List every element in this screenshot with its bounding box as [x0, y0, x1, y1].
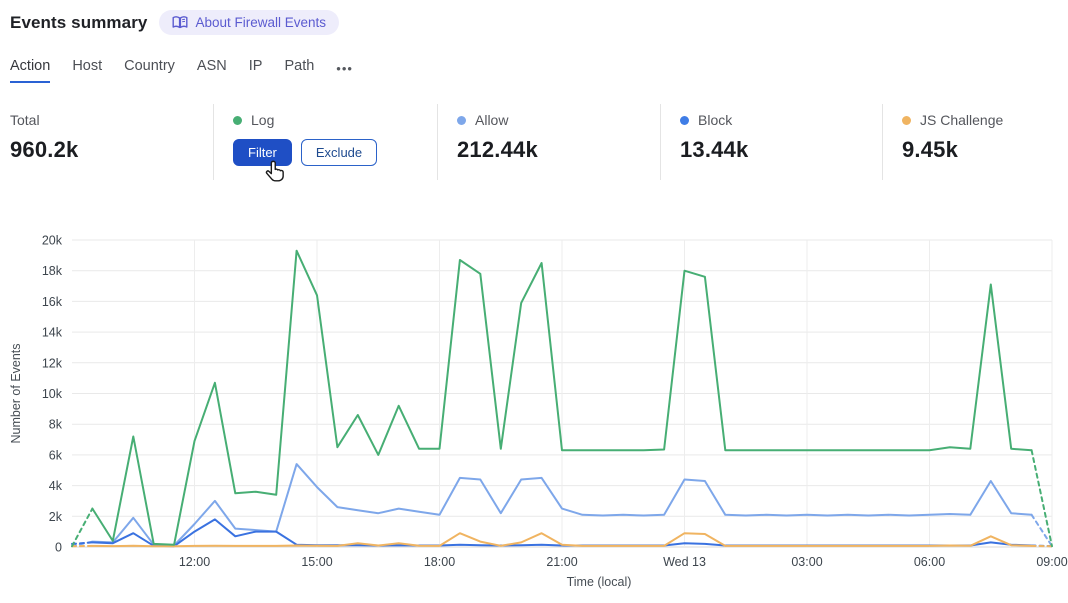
page-title: Events summary — [10, 13, 147, 33]
exclude-button[interactable]: Exclude — [301, 139, 377, 166]
x-tick-label: 21:00 — [546, 555, 577, 569]
tab-ip[interactable]: IP — [249, 58, 263, 81]
x-axis-label: Time (local) — [567, 575, 632, 589]
stat-total-value: 960.2k — [10, 137, 213, 163]
y-tick-label: 6k — [49, 448, 63, 462]
y-tick-label: 8k — [49, 418, 63, 432]
about-badge-label: About Firewall Events — [195, 15, 326, 30]
x-tick-label: Wed 13 — [663, 555, 706, 569]
block-legend-dot — [680, 116, 689, 125]
more-tabs-icon[interactable]: ••• — [336, 58, 353, 83]
y-tick-label: 18k — [42, 264, 63, 278]
events-time-series-chart[interactable]: 0 2k 4k 6k 8k 10k 12k 14k 16k 18k 20k 12:00 15:00 18:… — [0, 228, 1068, 598]
y-tick-label: 10k — [42, 387, 63, 401]
y-tick-label: 14k — [42, 326, 63, 340]
y-tick-label: 2k — [49, 510, 63, 524]
allow-legend-dot — [457, 116, 466, 125]
y-tick-label: 20k — [42, 234, 63, 248]
tab-asn[interactable]: ASN — [197, 58, 227, 81]
stat-block-value: 13.44k — [680, 137, 882, 163]
tab-action[interactable]: Action — [10, 58, 50, 83]
stat-log[interactable]: Log Filter Exclude — [213, 104, 437, 180]
x-tick-label: 09:00 — [1036, 555, 1067, 569]
y-tick-label: 0 — [55, 541, 62, 555]
stats-row: Total 960.2k Log Filter Exclude Allow 21… — [0, 104, 1068, 180]
series-line-block-dashed-start — [72, 542, 92, 544]
js-challenge-legend-dot — [902, 116, 911, 125]
stat-total: Total 960.2k — [0, 104, 213, 180]
book-icon — [172, 15, 188, 30]
filter-button[interactable]: Filter — [233, 139, 292, 166]
stat-block-label: Block — [698, 112, 732, 128]
tab-path[interactable]: Path — [284, 58, 314, 81]
x-tick-label: 03:00 — [791, 555, 822, 569]
stat-js-challenge[interactable]: JS Challenge 9.45k — [882, 104, 1068, 180]
y-tick-label: 12k — [42, 356, 63, 370]
x-tick-label: 06:00 — [914, 555, 945, 569]
stat-allow-label: Allow — [475, 112, 508, 128]
y-axis-label: Number of Events — [9, 343, 23, 443]
x-tick-label: 18:00 — [424, 555, 455, 569]
series-line-log-dashed-start — [72, 509, 92, 547]
log-legend-dot — [233, 116, 242, 125]
x-tick-label: 15:00 — [301, 555, 332, 569]
group-by-tabs: Action Host Country ASN IP Path ••• — [10, 58, 353, 83]
chart-canvas[interactable]: 0 2k 4k 6k 8k 10k 12k 14k 16k 18k 20k 12:00 15:00 18:… — [0, 228, 1068, 598]
stat-log-label: Log — [251, 112, 274, 128]
about-firewall-events-link[interactable]: About Firewall Events — [159, 10, 339, 35]
stat-js-challenge-label: JS Challenge — [920, 112, 1003, 128]
stat-block[interactable]: Block 13.44k — [660, 104, 882, 180]
x-tick-label: 12:00 — [179, 555, 210, 569]
stat-allow[interactable]: Allow 212.44k — [437, 104, 660, 180]
stat-allow-value: 212.44k — [457, 137, 660, 163]
stat-total-label: Total — [10, 112, 40, 128]
y-tick-label: 16k — [42, 295, 63, 309]
stat-js-challenge-value: 9.45k — [902, 137, 1068, 163]
tab-host[interactable]: Host — [72, 58, 102, 81]
y-tick-label: 4k — [49, 479, 63, 493]
tab-country[interactable]: Country — [124, 58, 175, 81]
page-header: Events summary About Firewall Events — [10, 10, 339, 35]
